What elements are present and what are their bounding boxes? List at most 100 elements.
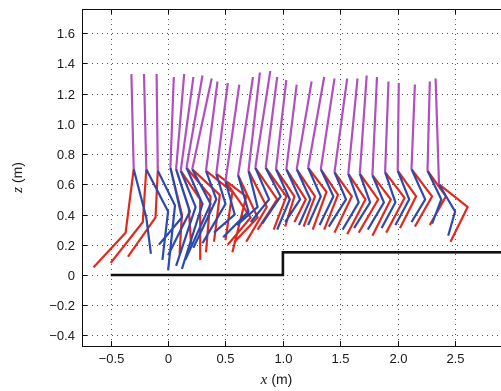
blue-leg-line (158, 167, 183, 246)
trunk-line (155, 73, 159, 171)
y-axis-label-var: z (10, 187, 26, 194)
red-leg-line (109, 169, 148, 264)
blue-leg-line (284, 168, 302, 223)
trunk-line (410, 84, 416, 170)
trunk-line (179, 76, 195, 171)
y-tick-label: 0.2 (57, 238, 75, 253)
red-leg-line (396, 170, 418, 229)
trunk-line (307, 76, 326, 168)
x-axis-label-unit: (m) (271, 371, 292, 387)
x-axis-label: x (m) (260, 371, 293, 388)
red-leg-line (285, 168, 307, 223)
blue-leg-line (295, 168, 312, 226)
trunk-line (274, 79, 288, 170)
blue-leg-line (236, 170, 259, 226)
blue-leg-line (274, 168, 291, 231)
x-tick-label: 0.5 (216, 351, 234, 366)
y-tick-label: 1.4 (57, 56, 75, 71)
y-axis-label-unit: (m) (9, 162, 25, 183)
trunk-line (237, 76, 255, 176)
trunk-line (142, 73, 148, 170)
plot-series (92, 70, 501, 277)
blue-leg-line (222, 174, 250, 238)
blue-leg-line (394, 170, 411, 226)
y-tick-label: 0.6 (57, 177, 75, 192)
trunk-line (295, 81, 313, 170)
trunk-line (396, 82, 400, 171)
blue-leg-line (366, 174, 385, 231)
x-tick-label: 0 (165, 351, 172, 366)
y-tick-label: −0.2 (49, 298, 75, 313)
red-leg-line (245, 170, 268, 243)
blue-leg-line (145, 168, 170, 261)
blue-leg-line (167, 168, 191, 256)
trunk-line (215, 82, 229, 174)
red-leg-line (319, 168, 340, 231)
blue-leg-line (426, 170, 443, 224)
x-tick-label: 1.5 (331, 351, 349, 366)
red-leg-line (333, 171, 353, 234)
red-leg-line (191, 168, 221, 242)
trunk-line (384, 81, 390, 173)
y-tick-label: 1.0 (57, 117, 75, 132)
y-tick-label: −0.4 (49, 328, 75, 343)
blue-leg-line (327, 171, 348, 228)
x-axis-label-var: x (260, 372, 268, 388)
blue-leg-line (201, 173, 227, 244)
red-leg-line (346, 173, 367, 235)
trunk-line (130, 73, 135, 170)
red-leg-line (384, 171, 406, 234)
trunk-line (426, 81, 431, 171)
y-axis-label: z (m) (9, 162, 26, 194)
red-leg-line (224, 180, 252, 246)
terrain-line (110, 251, 501, 277)
trunk-line (204, 81, 219, 171)
trunk-line (254, 70, 272, 168)
y-tick-label: 1.6 (57, 26, 75, 41)
plot-frame (82, 9, 501, 347)
red-leg-line (92, 169, 135, 269)
red-leg-line (264, 167, 288, 230)
blue-leg-line (341, 173, 360, 231)
x-tick-label: −0.5 (99, 351, 125, 366)
trunk-line (333, 78, 349, 173)
red-leg-line (295, 168, 317, 227)
grid (82, 9, 501, 346)
y-tick-label: 0.4 (57, 208, 75, 223)
red-leg-line (410, 168, 434, 228)
blue-leg-line (438, 183, 457, 237)
trunk-line (185, 75, 204, 168)
y-tick-label: 0 (68, 268, 75, 283)
blue-leg-line (307, 167, 322, 226)
blue-leg-line (410, 168, 427, 223)
trunk-line (175, 73, 186, 170)
x-tick-label: 2.0 (389, 351, 407, 366)
blue-leg-line (249, 167, 271, 223)
trunk-line (224, 84, 241, 182)
blue-leg-line (380, 171, 397, 229)
trunk-line (358, 75, 368, 174)
blue-leg-line (132, 168, 152, 254)
trunk-line (371, 76, 379, 176)
axis-ticks: −0.5 0 0.5 1.0 1.5 2.0 2.5 −0.4 −0.2 0 0.2 0.4 0.6 0.… (49, 9, 465, 366)
blue-leg-line (184, 168, 212, 261)
x-tick-label: 1.0 (274, 351, 292, 366)
trunk-line (434, 78, 441, 185)
trunk-line (285, 84, 298, 170)
trunk-line (347, 78, 359, 174)
blue-leg-line (175, 170, 197, 267)
red-leg-line (307, 167, 328, 230)
red-leg-line (126, 170, 159, 258)
blue-leg-line (180, 167, 204, 270)
blue-leg-line (192, 170, 218, 249)
red-leg-line (357, 173, 380, 234)
trunk-line (319, 78, 336, 170)
red-leg-line (438, 183, 469, 243)
blue-leg-line (261, 167, 282, 225)
red-leg-line (371, 174, 392, 237)
y-tick-label: 0.8 (57, 147, 75, 162)
blue-leg-line (213, 181, 236, 234)
